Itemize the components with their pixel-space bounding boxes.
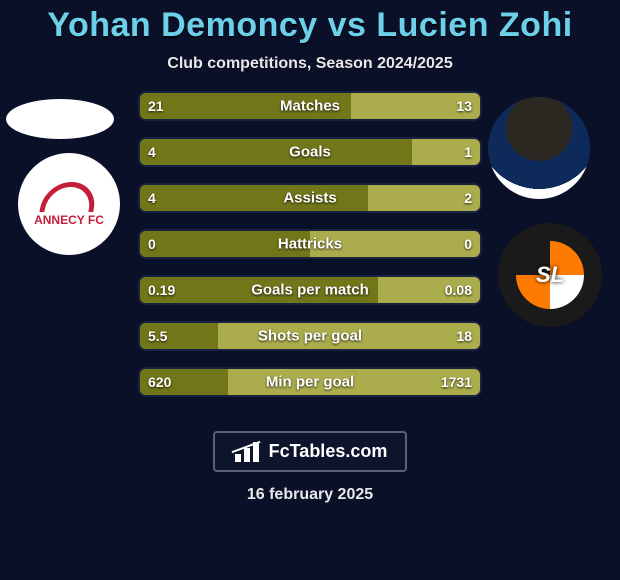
club-left-label: ANNECY FC [34,213,104,227]
page-title: Yohan Demoncy vs Lucien Zohi [0,6,620,45]
club-right-label: SL [536,262,564,288]
bar-left-fill [140,231,310,257]
page-subtitle: Club competitions, Season 2024/2025 [0,55,620,73]
player-right-club-logo: SL [498,223,602,327]
player-left-club-logo: ANNECY FC [18,153,120,255]
bar-right-fill [310,231,480,257]
bar-left-fill [140,277,378,303]
date-text: 16 february 2025 [0,486,620,504]
bar-left-fill [140,139,412,165]
stat-row: Goals per match0.190.08 [138,275,482,305]
bar-left-fill [140,323,218,349]
bar-left-fill [140,93,351,119]
bar-right-fill [228,369,480,395]
bar-right-fill [218,323,480,349]
laval-logo: SL [510,235,590,315]
player-left-avatar [6,99,114,139]
bar-right-fill [412,139,480,165]
bar-left-fill [140,369,228,395]
infographic: Yohan Demoncy vs Lucien Zohi Club compet… [0,0,620,580]
bar-right-fill [351,93,480,119]
chart-icon [233,442,261,462]
stat-row: Hattricks00 [138,229,482,259]
bar-right-fill [378,277,480,303]
comparison-bars: Matches2113 Goals41 Assists42 Hattricks00 Go… [138,91,482,413]
bar-left-fill [140,185,368,211]
annecy-logo: ANNECY FC [34,182,104,226]
stat-row: Goals41 [138,137,482,167]
brand-text: FcTables.com [269,441,388,462]
stat-row: Min per goal6201731 [138,367,482,397]
player-right-avatar [488,97,590,199]
stat-row: Matches2113 [138,91,482,121]
comparison-stage: ANNECY FC SL Matches2113 Goals41 Assists42… [0,91,620,431]
footer: FcTables.com 16 february 2025 [0,431,620,504]
bar-right-fill [368,185,480,211]
stat-row: Assists42 [138,183,482,213]
brand-badge: FcTables.com [213,431,408,472]
stat-row: Shots per goal5.518 [138,321,482,351]
